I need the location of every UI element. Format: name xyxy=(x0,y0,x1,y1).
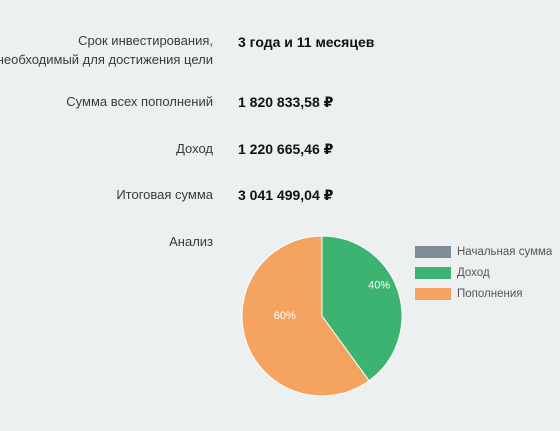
legend-swatch xyxy=(415,267,451,279)
term-label-line2: необходимый для достижения цели xyxy=(0,52,213,67)
pie-slice-1[interactable] xyxy=(321,235,403,382)
analysis-label: Анализ xyxy=(169,234,213,249)
term-label-line1: Срок инвестирования, xyxy=(78,33,213,48)
legend-label: Пополнения xyxy=(457,288,523,300)
analysis-pie-chart: 40% 60% xyxy=(241,235,403,397)
legend-label: Начальная сумма xyxy=(457,246,553,258)
pie-slice-label-2: 60% xyxy=(274,310,296,322)
legend-swatch xyxy=(415,288,451,300)
contributions-value: 1 820 833,58 ₽ xyxy=(238,94,334,110)
contributions-label: Сумма всех пополнений xyxy=(66,94,213,109)
term-value: 3 года и 11 месяцев xyxy=(238,34,375,50)
pie-slice-label-1: 40% xyxy=(368,280,390,292)
total-label: Итоговая сумма xyxy=(116,187,213,202)
total-value: 3 041 499,04 ₽ xyxy=(238,187,334,203)
pie-slice-2[interactable] xyxy=(241,235,370,397)
income-value: 1 220 665,46 ₽ xyxy=(238,141,334,157)
income-label: Доход xyxy=(176,141,213,156)
legend-label: Доход xyxy=(457,267,490,279)
legend-swatch xyxy=(415,246,451,258)
